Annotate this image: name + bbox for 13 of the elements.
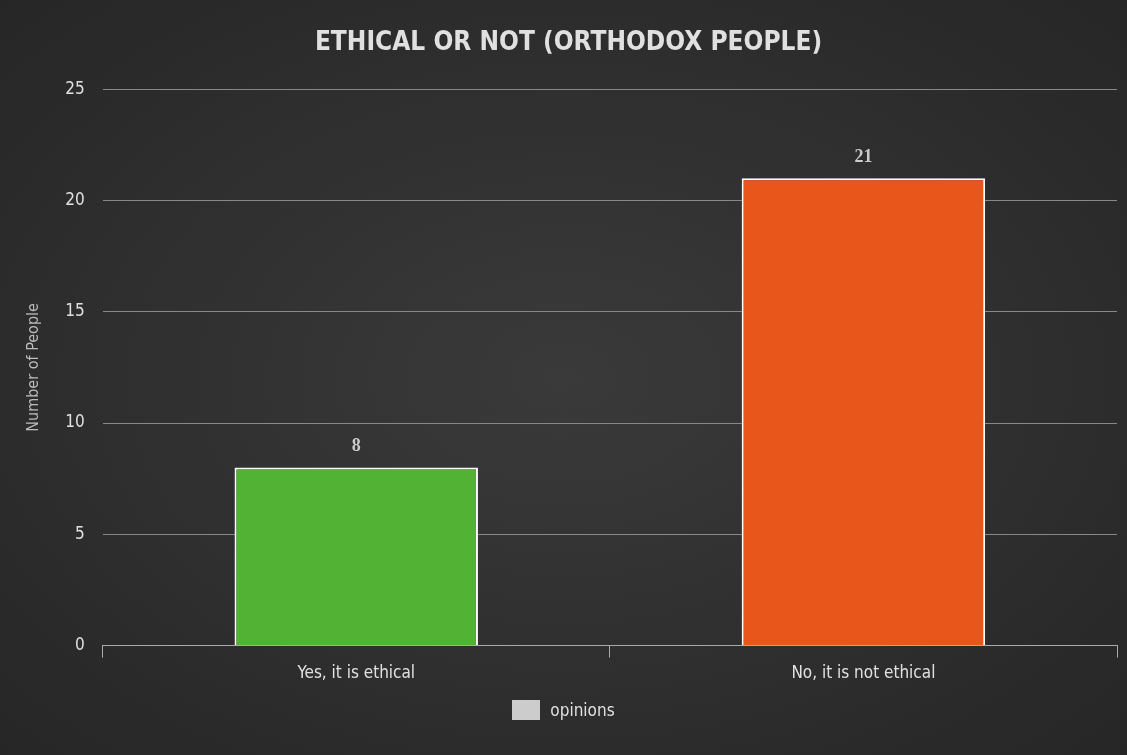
y-axis-title: Number of People [22, 302, 42, 432]
data-label: 21 [854, 145, 873, 166]
x-tick-label: Yes, it is ethical [296, 662, 416, 683]
chart-title: ETHICAL OR NOT (ORTHODOX PEOPLE) [314, 26, 823, 57]
y-tick-label: 15 [65, 300, 85, 321]
y-tick-label: 0 [74, 634, 85, 655]
y-tick-label: 20 [65, 188, 85, 209]
text: opinions [550, 700, 615, 720]
y-tick-label: 10 [65, 411, 85, 432]
y-tick-label: 25 [65, 77, 85, 98]
x-tick-label: No, it is not ethical [791, 662, 936, 683]
data-label: 8 [351, 435, 361, 456]
y-tick-label: 5 [74, 522, 85, 543]
